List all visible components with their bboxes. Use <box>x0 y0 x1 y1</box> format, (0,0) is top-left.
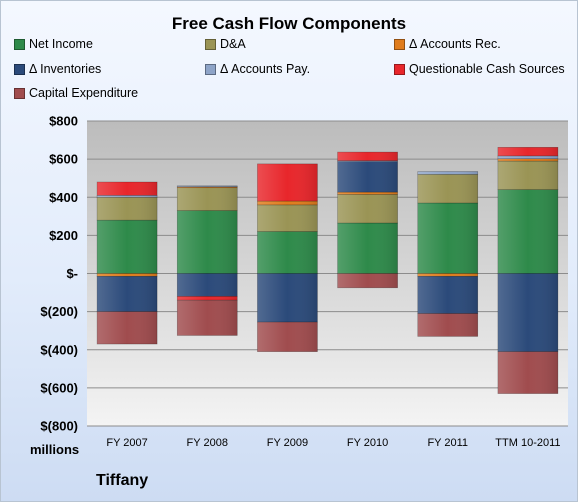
bar-net-income-fy-2009-shade <box>257 231 318 274</box>
bar-accounts-rec-ttm-10-2011-shade <box>497 158 558 162</box>
bar-inventories-fy-2011-shade <box>417 276 478 314</box>
y-tick-label: $(400) <box>40 342 78 357</box>
legend-item-net-income: Net Income <box>14 37 93 51</box>
legend-item-accounts-rec: Δ Accounts Rec. <box>394 37 501 51</box>
x-tick-label: FY 2010 <box>347 437 388 449</box>
unit-label: millions <box>30 442 80 457</box>
bar-accounts-pay-ttm-10-2011-shade <box>497 155 558 159</box>
bar-capital-expenditure-fy-2009-shade <box>257 322 318 352</box>
bar-accounts-rec-fy-2011-shade <box>417 273 478 277</box>
bar-accounts-rec-fy-2008-shade <box>177 186 238 188</box>
bar-capital-expenditure-fy-2007-shade <box>97 311 158 345</box>
bar-capital-expenditure-fy-2008-shade <box>177 300 238 336</box>
bar-net-income-fy-2010-shade <box>337 222 398 274</box>
bar-accounts-rec-fy-2007-shade <box>97 273 158 277</box>
legend-swatch <box>14 38 25 50</box>
company-label: Tiffany <box>96 472 149 489</box>
bar-inventories-fy-2007-shade <box>97 276 158 312</box>
legend-label: Capital Expenditure <box>29 86 139 100</box>
bar-inventories-fy-2009-shade <box>257 273 318 323</box>
legend-swatch <box>394 63 405 75</box>
legend-item-accounts-pay: Δ Accounts Pay. <box>205 62 310 76</box>
bar-capital-expenditure-ttm-10-2011-shade <box>497 351 558 394</box>
y-tick-label: $- <box>66 266 78 281</box>
legend-swatch <box>205 63 216 75</box>
bar-capital-expenditure-fy-2011-shade <box>417 313 478 337</box>
bar-net-income-fy-2008-shade <box>177 210 238 274</box>
bar-d-a-fy-2010-shade <box>337 194 398 223</box>
bar-d-a-fy-2009-shade <box>257 204 318 232</box>
legend-label: Δ Accounts Pay. <box>220 62 311 76</box>
bar-questionable-cash-sources-fy-2008-shade <box>177 296 238 301</box>
bar-questionable-cash-sources-fy-2010-shade <box>337 152 398 161</box>
legend-swatch <box>14 63 25 75</box>
y-tick-label: $600 <box>49 152 78 167</box>
bar-d-a-fy-2007-shade <box>97 197 158 221</box>
y-tick-label: $400 <box>49 190 78 205</box>
y-tick-label: $(800) <box>40 419 78 434</box>
bar-d-a-fy-2011-shade <box>417 174 478 203</box>
legend-item-questionable-cash-sources: Questionable Cash Sources <box>394 62 565 76</box>
chart-title: Free Cash Flow Components <box>171 14 407 33</box>
legend-item-d-a: D&A <box>205 37 246 51</box>
legend-item-inventories: Δ Inventories <box>14 62 101 76</box>
y-tick-label: $800 <box>49 114 78 129</box>
bar-questionable-cash-sources-fy-2007-shade <box>97 182 158 196</box>
bar-questionable-cash-sources-ttm-10-2011-shade <box>497 147 558 156</box>
y-tick-label: $200 <box>49 228 78 243</box>
bar-accounts-pay-fy-2007-shade <box>97 195 158 198</box>
bar-inventories-ttm-10-2011-shade <box>497 273 558 352</box>
legend-label: Net Income <box>29 37 93 51</box>
bar-accounts-rec-fy-2010-shade <box>337 192 398 195</box>
legend: Net Income D&A Δ Accounts Rec. Δ Inventorie… <box>0 0 578 110</box>
y-tick-label: $(600) <box>40 380 78 395</box>
bar-net-income-fy-2011-shade <box>417 202 478 274</box>
bar-accounts-pay-fy-2010-shade <box>337 160 398 162</box>
bar-capital-expenditure-fy-2010-shade <box>337 273 398 288</box>
bar-inventories-fy-2008-shade <box>177 273 238 297</box>
x-tick-label: FY 2011 <box>427 437 468 449</box>
legend-item-capital-expenditure: Capital Expenditure <box>14 86 138 100</box>
legend-swatch <box>205 38 216 50</box>
bar-inventories-fy-2010-shade <box>337 161 398 193</box>
x-tick-label: TTM 10-2011 <box>495 437 560 449</box>
x-tick-label: FY 2007 <box>106 437 147 449</box>
bar-accounts-rec-fy-2009-shade <box>257 201 318 205</box>
x-tick-label: FY 2008 <box>187 437 228 449</box>
legend-label: Δ Accounts Rec. <box>409 37 501 51</box>
legend-swatch <box>14 87 25 99</box>
bar-accounts-pay-fy-2008-shade <box>177 185 238 187</box>
bar-d-a-ttm-10-2011-shade <box>497 161 558 190</box>
bar-net-income-ttm-10-2011-shade <box>497 189 558 274</box>
y-tick-label: $(200) <box>40 304 78 319</box>
bar-net-income-fy-2007-shade <box>97 220 158 274</box>
legend-swatch <box>394 38 405 50</box>
bar-d-a-fy-2008-shade <box>177 187 238 211</box>
bar-questionable-cash-sources-fy-2009-shade <box>257 163 318 202</box>
legend-label: D&A <box>220 37 246 51</box>
legend-label: Questionable Cash Sources <box>409 62 565 76</box>
bar-accounts-pay-fy-2011-shade <box>417 171 478 175</box>
x-tick-label: FY 2009 <box>267 437 308 449</box>
legend-label: Δ Inventories <box>29 62 102 76</box>
